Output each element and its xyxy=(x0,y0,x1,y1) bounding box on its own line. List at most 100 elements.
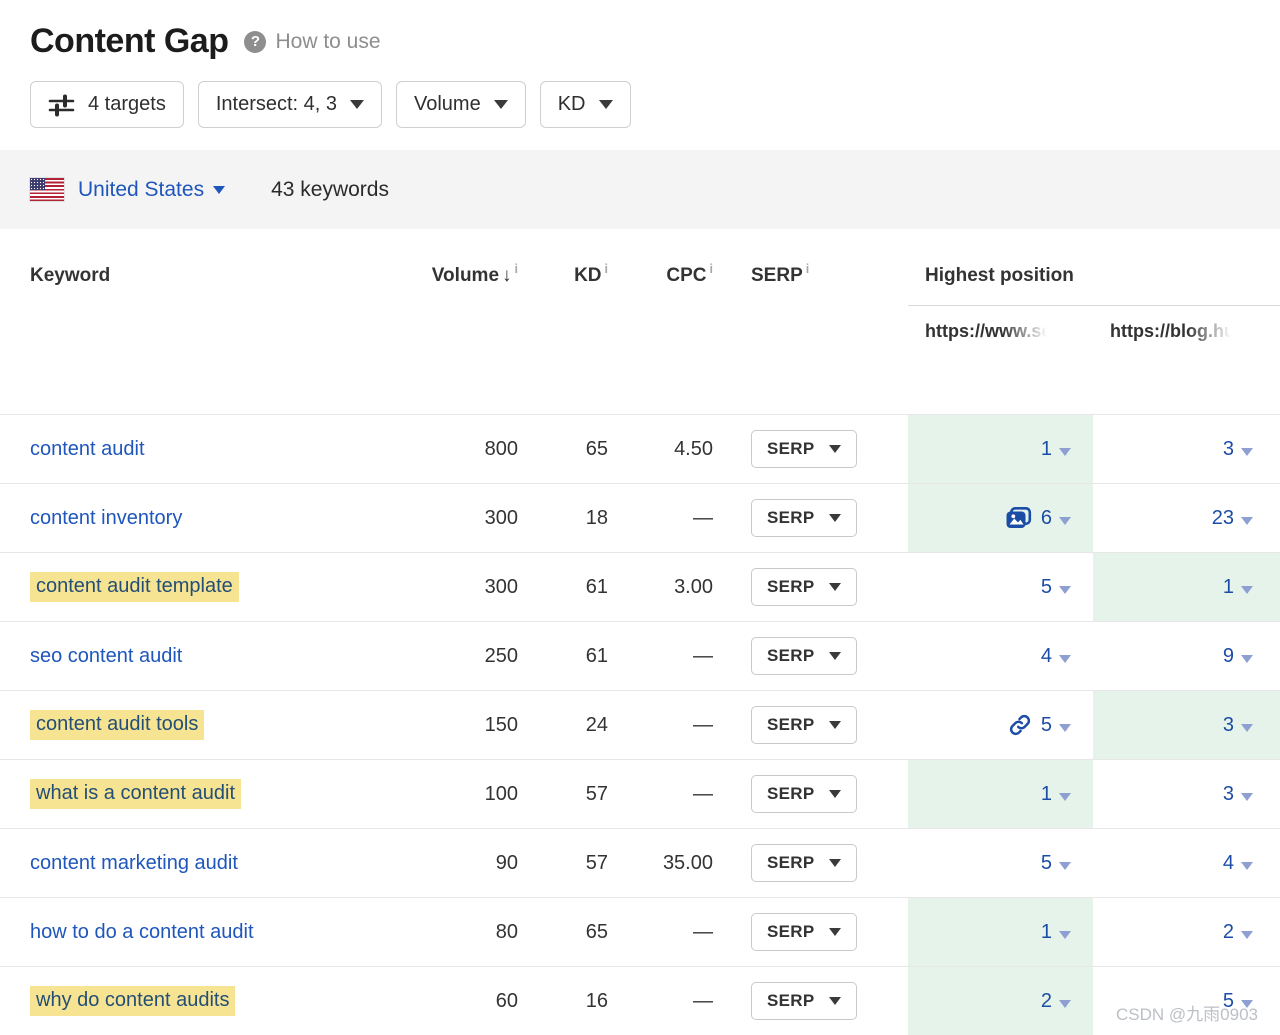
chevron-down-icon[interactable] xyxy=(1059,447,1071,456)
keywords-count: 43 keywords xyxy=(271,177,389,201)
keyword-link[interactable]: content marketing audit xyxy=(30,851,238,874)
col-header-volume[interactable]: Volume ↓ i xyxy=(431,262,518,286)
position-cell-target-2: 5 xyxy=(1093,967,1280,1035)
position-value[interactable]: 3 xyxy=(1222,713,1234,736)
sliders-icon xyxy=(48,93,75,117)
keyword-cell: what is a content audit xyxy=(0,760,390,828)
kd-cell: 16 xyxy=(585,989,608,1012)
chevron-down-icon[interactable] xyxy=(1059,516,1071,525)
targets-button[interactable]: 4 targets xyxy=(30,81,184,128)
chevron-down-icon[interactable] xyxy=(213,185,226,194)
chevron-down-icon[interactable] xyxy=(1241,585,1253,594)
serp-dropdown-button[interactable]: SERP xyxy=(751,982,857,1020)
info-icon: i xyxy=(514,262,518,276)
chevron-down-icon[interactable] xyxy=(1241,930,1253,939)
chevron-down-icon[interactable] xyxy=(1241,723,1253,732)
serp-dropdown-button[interactable]: SERP xyxy=(751,568,857,606)
col-header-keyword[interactable]: Keyword xyxy=(30,265,111,286)
position-value[interactable]: 5 xyxy=(1040,575,1052,598)
serp-dropdown-button[interactable]: SERP xyxy=(751,913,857,951)
position-value[interactable]: 2 xyxy=(1040,989,1052,1012)
keyword-cell: content audit tools xyxy=(0,691,390,759)
kd-cell: 57 xyxy=(585,851,608,874)
col-header-highest-position: Highest position xyxy=(925,265,1074,286)
chevron-down-icon[interactable] xyxy=(1059,654,1071,663)
chevron-down-icon xyxy=(828,583,841,591)
serp-cell: SERP xyxy=(713,829,908,897)
position-cell-target-2: 2 xyxy=(1093,898,1280,966)
table-row: content audit 800 65 4.50 SERP 1 3 xyxy=(0,414,1280,483)
position-value[interactable]: 5 xyxy=(1222,989,1234,1012)
volume-cell: 800 xyxy=(484,437,518,460)
serp-dropdown-button[interactable]: SERP xyxy=(751,775,857,813)
kd-cell: 18 xyxy=(585,506,608,529)
position-cell-target-1: 5 xyxy=(908,691,1093,759)
chevron-down-icon[interactable] xyxy=(1241,999,1253,1008)
chevron-down-icon[interactable] xyxy=(1059,585,1071,594)
serp-cell: SERP xyxy=(713,691,908,759)
keyword-link[interactable]: how to do a content audit xyxy=(30,920,254,943)
chevron-down-icon[interactable] xyxy=(1241,447,1253,456)
table-row: seo content audit 250 61 — SERP 4 9 xyxy=(0,621,1280,690)
serp-dropdown-button[interactable]: SERP xyxy=(751,499,857,537)
keyword-link[interactable]: why do content audits xyxy=(30,986,236,1016)
keyword-link[interactable]: content audit tools xyxy=(30,710,205,740)
position-value[interactable]: 5 xyxy=(1040,851,1052,874)
position-cell-target-2: 1 xyxy=(1093,553,1280,621)
info-icon: i xyxy=(805,262,810,276)
chevron-down-icon xyxy=(828,859,841,867)
table-row: why do content audits 60 16 — SERP 2 5 xyxy=(0,966,1280,1035)
position-value[interactable]: 4 xyxy=(1040,644,1052,667)
keyword-link[interactable]: seo content audit xyxy=(30,644,183,667)
volume-filter-dropdown[interactable]: Volume xyxy=(396,81,526,128)
keyword-link[interactable]: content audit xyxy=(30,437,145,460)
chevron-down-icon[interactable] xyxy=(1241,654,1253,663)
chevron-down-icon[interactable] xyxy=(1059,723,1071,732)
position-value[interactable]: 1 xyxy=(1040,782,1052,805)
serp-dropdown-button[interactable]: SERP xyxy=(751,637,857,675)
intersect-dropdown[interactable]: Intersect: 4, 3 xyxy=(197,81,382,128)
chevron-down-icon[interactable] xyxy=(1059,861,1071,870)
table-row: how to do a content audit 80 65 — SERP 1 2 xyxy=(0,897,1280,966)
kd-filter-label: KD xyxy=(557,93,586,115)
chevron-down-icon[interactable] xyxy=(1059,792,1071,801)
keywords-table-body: content audit 800 65 4.50 SERP 1 3 content inve… xyxy=(0,414,1280,1035)
position-value[interactable]: 23 xyxy=(1211,506,1234,529)
chevron-down-icon[interactable] xyxy=(1241,516,1253,525)
position-value[interactable]: 4 xyxy=(1222,851,1234,874)
position-value[interactable]: 9 xyxy=(1222,644,1234,667)
position-value[interactable]: 3 xyxy=(1222,437,1234,460)
position-value[interactable]: 3 xyxy=(1222,782,1234,805)
position-value[interactable]: 1 xyxy=(1040,437,1052,460)
info-icon: i xyxy=(709,262,713,276)
how-to-use-link[interactable]: ? How to use xyxy=(244,30,381,54)
chevron-down-icon[interactable] xyxy=(1241,861,1253,870)
position-value[interactable]: 5 xyxy=(1040,713,1052,736)
chevron-down-icon[interactable] xyxy=(1241,792,1253,801)
sort-desc-icon: ↓ xyxy=(502,265,512,286)
keyword-link[interactable]: content audit template xyxy=(30,572,239,602)
serp-dropdown-button[interactable]: SERP xyxy=(751,844,857,882)
serp-dropdown-button[interactable]: SERP xyxy=(751,430,857,468)
col-header-cpc[interactable]: CPC i xyxy=(666,262,713,286)
serp-dropdown-button[interactable]: SERP xyxy=(751,706,857,744)
volume-cell: 100 xyxy=(484,782,518,805)
country-selector[interactable]: United States xyxy=(78,177,205,201)
col-header-serp[interactable]: SERP i xyxy=(751,262,810,286)
position-cell-target-1: 2 xyxy=(908,967,1093,1035)
keyword-cell: why do content audits xyxy=(0,967,390,1035)
position-value[interactable]: 1 xyxy=(1222,575,1234,598)
col-header-kd[interactable]: KD i xyxy=(574,262,608,286)
position-value[interactable]: 1 xyxy=(1040,920,1052,943)
position-cell-target-1: 1 xyxy=(908,415,1093,483)
keyword-link[interactable]: content inventory xyxy=(30,506,183,529)
intersect-label: Intersect: 4, 3 xyxy=(215,93,337,115)
position-value[interactable]: 6 xyxy=(1040,506,1052,529)
chevron-down-icon[interactable] xyxy=(1059,999,1071,1008)
volume-cell: 60 xyxy=(495,989,518,1012)
chevron-down-icon[interactable] xyxy=(1059,930,1071,939)
position-value[interactable]: 2 xyxy=(1222,920,1234,943)
country-bar: United States 43 keywords xyxy=(0,150,1280,229)
kd-filter-dropdown[interactable]: KD xyxy=(539,81,631,128)
keyword-link[interactable]: what is a content audit xyxy=(30,779,242,809)
